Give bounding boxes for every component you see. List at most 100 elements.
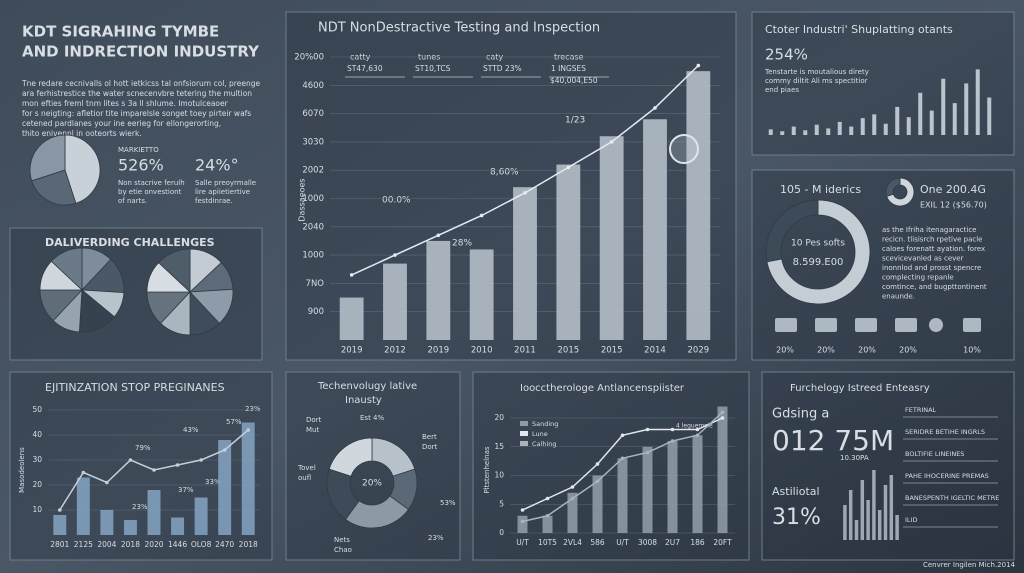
panel-title: Techenvolugy lative: [317, 381, 417, 392]
icon: [775, 318, 797, 332]
legend-label: Lune: [532, 430, 548, 438]
x-tick-label: 2014: [644, 346, 666, 356]
x-tick-label: 20FT: [713, 538, 732, 547]
bar: [848, 490, 853, 540]
donut-annotation: Dort: [422, 443, 438, 451]
point: [175, 463, 180, 467]
point: [545, 496, 550, 501]
bar: [791, 126, 796, 135]
x-tick-label: 2012: [384, 346, 406, 356]
paragraph: thito enivennl in ooteorts wierk.: [22, 129, 142, 138]
y-tick-label: 3030: [302, 137, 324, 147]
x-tick-label: 1446: [168, 540, 187, 549]
bar: [872, 114, 877, 135]
bar: [599, 136, 624, 340]
point: [105, 480, 109, 485]
bottom-right-panel: [761, 371, 1015, 561]
box-value: 1 INGSES: [551, 64, 586, 73]
y-tick-label: 20: [32, 480, 42, 489]
x-tick-label: 2019: [428, 346, 450, 356]
point: [696, 63, 701, 68]
x-tick-label: U/T: [616, 538, 629, 547]
panel-text: commy diltit Ali ms spectitior: [765, 77, 868, 85]
annotation: 33%: [205, 478, 221, 486]
point: [620, 433, 625, 438]
point: [152, 468, 156, 472]
bar: [849, 126, 854, 135]
point: [645, 427, 650, 432]
x-tick-label: OLO8: [191, 540, 212, 549]
stat-note: Non stacrive ferulh: [118, 179, 185, 187]
annotation: 00.0%: [382, 196, 411, 206]
list-row: BANESPENTH IGELTIC METRE: [905, 494, 999, 502]
point: [670, 439, 675, 443]
donut-annotation: 23%: [428, 534, 444, 542]
bar: [513, 187, 537, 340]
bottom-left-panel: [9, 371, 273, 561]
bar: [123, 520, 137, 535]
slice: [886, 177, 915, 207]
panel-text: inonnlod and prosst spencre: [882, 264, 981, 272]
y-tick-label: 2040: [302, 222, 324, 232]
bar: [241, 422, 255, 535]
slice: [50, 247, 83, 291]
legend-swatch: [520, 431, 528, 436]
stat-value: 526%: [118, 156, 164, 175]
x-tick-label: 2125: [74, 540, 93, 549]
bar: [952, 103, 957, 135]
percentage: 10%: [963, 346, 981, 355]
x-tick-label: 3008: [638, 538, 657, 547]
x-tick-label: 2U7: [665, 538, 680, 547]
y-tick-label: 6070: [302, 109, 324, 119]
stat-note: festdinrae.: [195, 197, 233, 205]
paragraph: Tne redare cecnivalls ol hott ietkicss t…: [21, 79, 260, 88]
y-tick-label: 30: [32, 455, 42, 464]
highlight-marker: [669, 134, 699, 164]
slice: [885, 177, 901, 197]
panel-text: scevicevanled as cever: [882, 255, 964, 263]
x-tick-label: 2470: [215, 540, 234, 549]
y-tick-label: 1000: [302, 251, 324, 261]
point: [199, 458, 203, 462]
bar: [854, 520, 859, 540]
slice: [765, 199, 819, 263]
icon: [963, 318, 981, 332]
bar: [843, 505, 847, 540]
bar: [768, 129, 773, 135]
donut-annotation: Nets: [334, 536, 350, 544]
point: [695, 427, 700, 432]
point: [222, 448, 227, 452]
donut-annotation: Dort: [306, 416, 322, 424]
annotation: 23%: [132, 503, 148, 511]
donut-value: 8.599.E00: [793, 257, 844, 268]
stat-label: Astiliotal: [772, 485, 820, 498]
bar: [803, 130, 808, 135]
point: [570, 485, 575, 489]
y-tick-label: 10: [494, 471, 504, 480]
bar: [860, 480, 865, 540]
bar: [895, 106, 900, 135]
bar: [929, 110, 934, 135]
y-tick-label: 20%00: [294, 53, 324, 63]
x-tick-label: 2801: [50, 540, 69, 549]
bar: [872, 470, 876, 540]
stat-note: 10.30PA: [840, 454, 869, 462]
paragraph: cetened pardlanes your ine eerieg for el…: [22, 119, 221, 128]
box-value: ST47,630: [347, 64, 383, 73]
bar: [826, 128, 831, 135]
bar: [147, 490, 161, 535]
panel-title: DALIVERDING CHALLENGES: [45, 236, 215, 249]
paragraph: for s neigting: afletior tite imparelsle…: [22, 109, 251, 118]
point: [523, 191, 527, 195]
x-tick-label: 2015: [601, 346, 623, 356]
y-tick-label: 10: [32, 505, 42, 514]
panel-text: Tenstarte is moutalious direty: [764, 68, 869, 76]
donut-annotation: oufl: [298, 474, 311, 482]
donut-annotation: Chao: [334, 546, 352, 554]
x-tick-label: 2VL4: [563, 538, 582, 547]
paragraph: ara ferhistrestice the water scnecenvbre…: [22, 89, 252, 98]
y-tick-label: 1000: [302, 194, 324, 204]
panel-title: Ioocctherologe Antlancenspiister: [520, 383, 685, 394]
